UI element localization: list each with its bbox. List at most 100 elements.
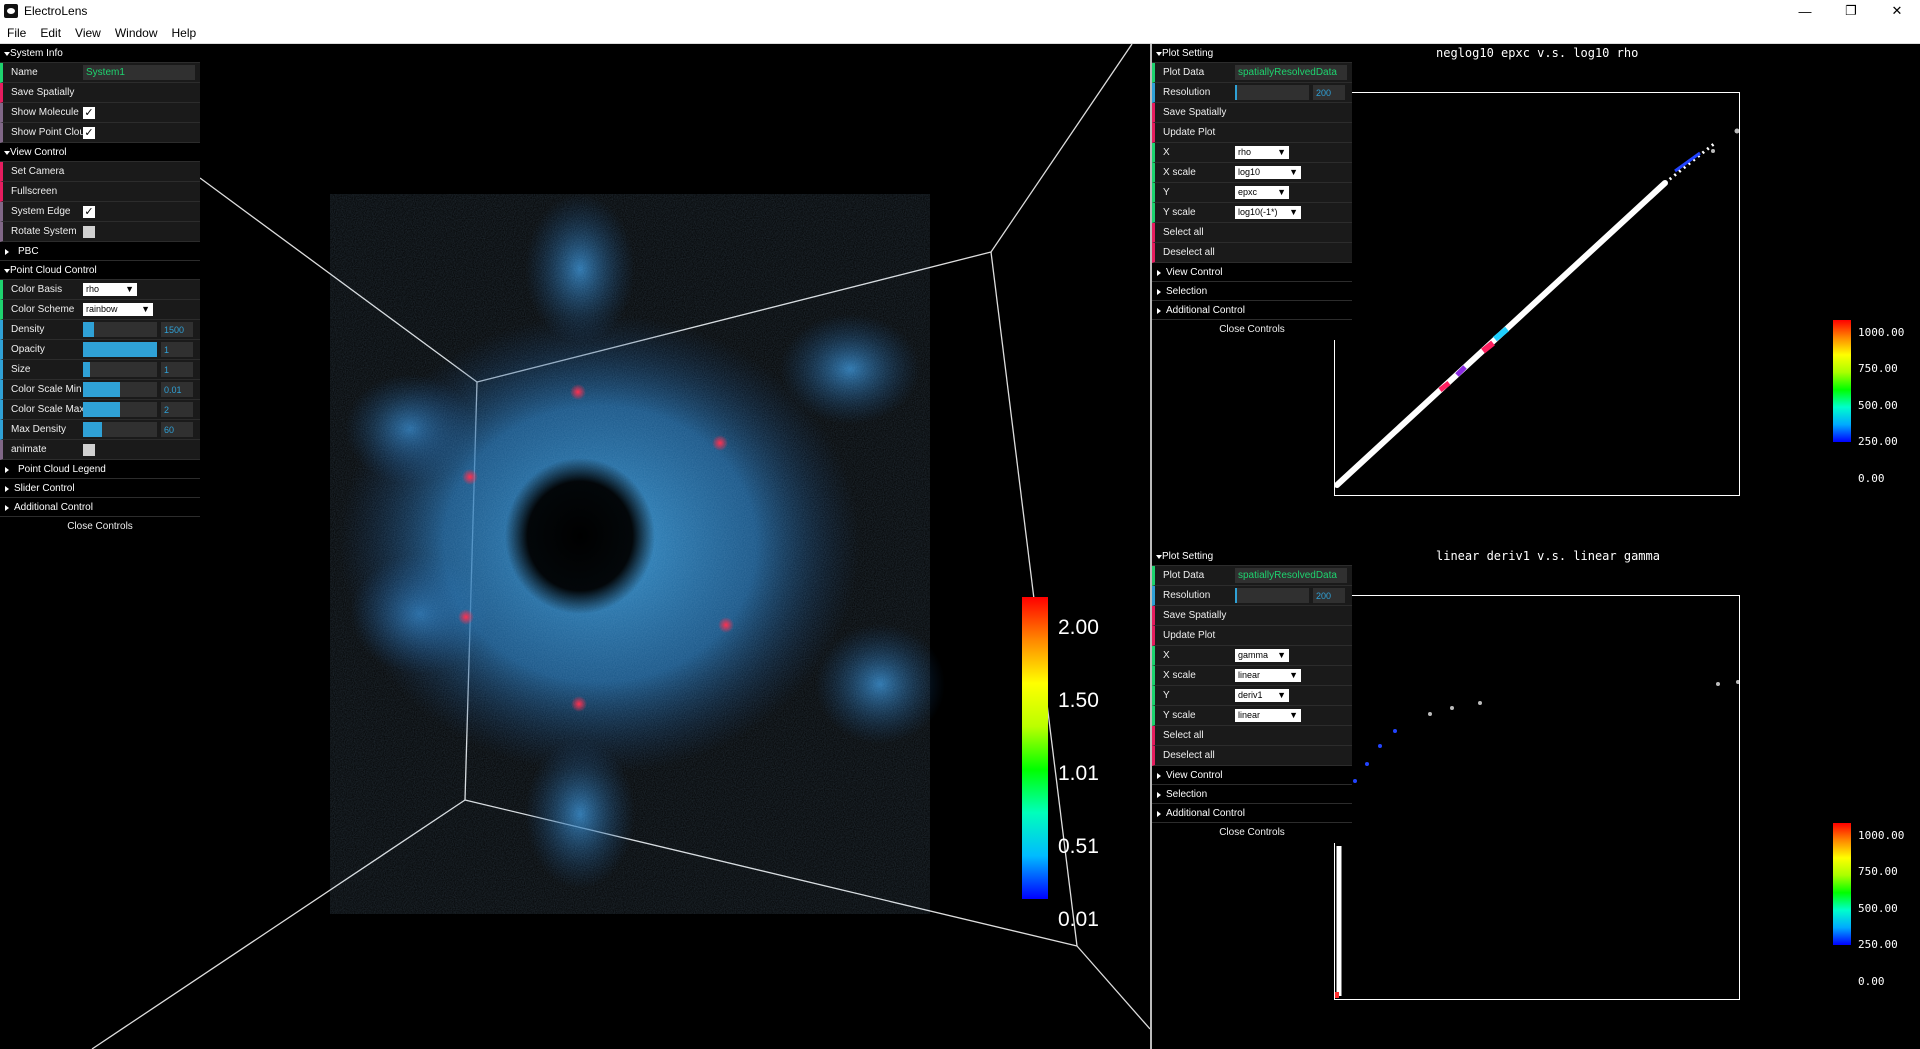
max-density-slider[interactable]	[83, 422, 157, 437]
set-camera-label: Set Camera	[11, 166, 65, 177]
plot1-xscale-select[interactable]: log10	[1235, 166, 1301, 179]
3d-viewport[interactable]: 2.00 1.50 1.01 0.51 0.01 System Info Nam…	[0, 44, 1150, 1049]
folder-point-cloud-control[interactable]: Point Cloud Control	[0, 261, 200, 280]
menu-help[interactable]: Help	[171, 25, 197, 40]
plot1-xscale-label: X scale	[1163, 167, 1196, 178]
show-point-cloud-row: Show Point Cloud ✓	[0, 123, 200, 143]
opacity-slider[interactable]	[83, 342, 157, 357]
plot1-legend-label: 1000.00	[1858, 326, 1905, 339]
color-scale-max-value[interactable]: 2	[161, 402, 193, 417]
color-scheme-select[interactable]: rainbow	[83, 303, 153, 316]
plot2-yscale-select[interactable]: linear	[1235, 709, 1301, 722]
max-density-value[interactable]: 60	[161, 422, 193, 437]
plot1-folder-view-control[interactable]: View Control	[1152, 263, 1352, 282]
rotate-system-checkbox[interactable]	[83, 225, 95, 238]
plot2-plot-data-row: Plot Data spatiallyResolvedData	[1152, 566, 1352, 586]
viewport-legend-label: 0.01	[1058, 908, 1099, 931]
fullscreen-button[interactable]: Fullscreen	[0, 182, 200, 202]
color-scale-min-label: Color Scale Min	[11, 384, 82, 395]
size-slider[interactable]	[83, 362, 157, 377]
density-row: Density 1500	[0, 320, 200, 340]
plot2-resolution-value[interactable]: 200	[1313, 588, 1345, 603]
folder-additional-control[interactable]: Additional Control	[0, 498, 200, 517]
plot1-folder-additional-control[interactable]: Additional Control	[1152, 301, 1352, 320]
plot1-select-all-button[interactable]: Select all	[1152, 223, 1352, 243]
menu-bar: File Edit View Window Help	[0, 22, 1920, 44]
plot1-save-spatially-button[interactable]: Save Spatially	[1152, 103, 1352, 123]
plot1-x-row: X rho	[1152, 143, 1352, 163]
menu-view[interactable]: View	[75, 25, 101, 40]
density-slider[interactable]	[83, 322, 157, 337]
show-point-cloud-checkbox[interactable]: ✓	[83, 126, 95, 139]
color-scale-min-value[interactable]: 0.01	[161, 382, 193, 397]
plot1-y-select[interactable]: epxc	[1235, 186, 1289, 199]
plot1-folder-selection[interactable]: Selection	[1152, 282, 1352, 301]
plot2-yscale-row: Y scale linear	[1152, 706, 1352, 726]
menu-file[interactable]: File	[7, 25, 27, 40]
plot1-deselect-all-label: Deselect all	[1163, 247, 1215, 258]
plot1-close-controls-button[interactable]: Close Controls	[1152, 320, 1352, 340]
maximize-button[interactable]: ❐	[1845, 3, 1857, 18]
plot2-resolution-slider[interactable]	[1235, 588, 1309, 603]
plot2-area[interactable]	[1334, 595, 1740, 1000]
plot1-folder-plot-setting[interactable]: Plot Setting	[1152, 44, 1352, 63]
plot2-deselect-all-button[interactable]: Deselect all	[1152, 746, 1352, 766]
plot2-folder-view-control[interactable]: View Control	[1152, 766, 1352, 785]
folder-point-cloud-legend[interactable]: Point Cloud Legend	[0, 460, 200, 479]
plot2-select-all-button[interactable]: Select all	[1152, 726, 1352, 746]
menu-edit[interactable]: Edit	[40, 25, 62, 40]
folder-pbc[interactable]: PBC	[0, 242, 200, 261]
folder-view-control[interactable]: View Control	[0, 143, 200, 162]
plot1-yscale-select[interactable]: log10(-1*)	[1235, 206, 1301, 219]
plot1-resolution-slider[interactable]	[1235, 85, 1309, 100]
minimize-button[interactable]: —	[1798, 3, 1812, 19]
animate-checkbox[interactable]	[83, 443, 95, 456]
plot1-resolution-value[interactable]: 200	[1313, 85, 1345, 100]
folder-system-info[interactable]: System Info	[0, 44, 200, 63]
plot1-color-legend	[1833, 320, 1851, 442]
plot2-close-controls-button[interactable]: Close Controls	[1152, 823, 1352, 843]
color-scale-max-row: Color Scale Max 2	[0, 400, 200, 420]
density-value[interactable]: 1500	[161, 322, 193, 337]
plot1-yscale-label: Y scale	[1163, 207, 1196, 218]
plot2-update-plot-button[interactable]: Update Plot	[1152, 626, 1352, 646]
opacity-row: Opacity 1	[0, 340, 200, 360]
show-molecule-checkbox[interactable]: ✓	[83, 106, 95, 119]
plot2-x-select[interactable]: gamma	[1235, 649, 1289, 662]
plot2-plot-data-input[interactable]: spatiallyResolvedData	[1235, 568, 1347, 583]
plot2-folder-additional-control[interactable]: Additional Control	[1152, 804, 1352, 823]
close-button[interactable]: ✕	[1891, 3, 1903, 18]
name-row: Name System1	[0, 63, 200, 83]
plot1-plot-data-input[interactable]: spatiallyResolvedData	[1235, 65, 1347, 80]
menu-window[interactable]: Window	[114, 25, 158, 40]
plot1-deselect-all-button[interactable]: Deselect all	[1152, 243, 1352, 263]
show-molecule-label: Show Molecule	[11, 107, 79, 118]
plot2-color-legend	[1833, 823, 1851, 945]
system-edge-row: System Edge ✓	[0, 202, 200, 222]
plot2-y-select[interactable]: deriv1	[1235, 689, 1289, 702]
color-scale-min-slider[interactable]	[83, 382, 157, 397]
color-basis-select[interactable]: rho	[83, 283, 137, 296]
plot1-y-label: Y	[1163, 187, 1170, 198]
plot1-area[interactable]	[1334, 92, 1740, 496]
plot1-x-select[interactable]: rho	[1235, 146, 1289, 159]
plot2-folder-plot-setting[interactable]: Plot Setting	[1152, 547, 1352, 566]
size-value[interactable]: 1	[161, 362, 193, 377]
color-scale-max-slider[interactable]	[83, 402, 157, 417]
save-spatially-button[interactable]: Save Spatially	[0, 83, 200, 103]
set-camera-button[interactable]: Set Camera	[0, 162, 200, 182]
close-controls-button[interactable]: Close Controls	[0, 517, 200, 537]
plot-pane: neglog10 epxc v.s. log10 rho 1000.00 750…	[1152, 44, 1920, 1049]
plot2-save-spatially-button[interactable]: Save Spatially	[1152, 606, 1352, 626]
system-edge-checkbox[interactable]: ✓	[83, 205, 95, 218]
plot1-y-row: Y epxc	[1152, 183, 1352, 203]
plot2-folder-selection[interactable]: Selection	[1152, 785, 1352, 804]
app-icon	[4, 4, 18, 18]
plot2-xscale-select[interactable]: linear	[1235, 669, 1301, 682]
plot1-update-plot-button[interactable]: Update Plot	[1152, 123, 1352, 143]
pane-divider[interactable]	[1150, 44, 1152, 1049]
name-input[interactable]: System1	[83, 65, 195, 80]
folder-slider-control[interactable]: Slider Control	[0, 479, 200, 498]
opacity-value[interactable]: 1	[161, 342, 193, 357]
system-control-panel: System Info Name System1 Save Spatially …	[0, 44, 200, 537]
